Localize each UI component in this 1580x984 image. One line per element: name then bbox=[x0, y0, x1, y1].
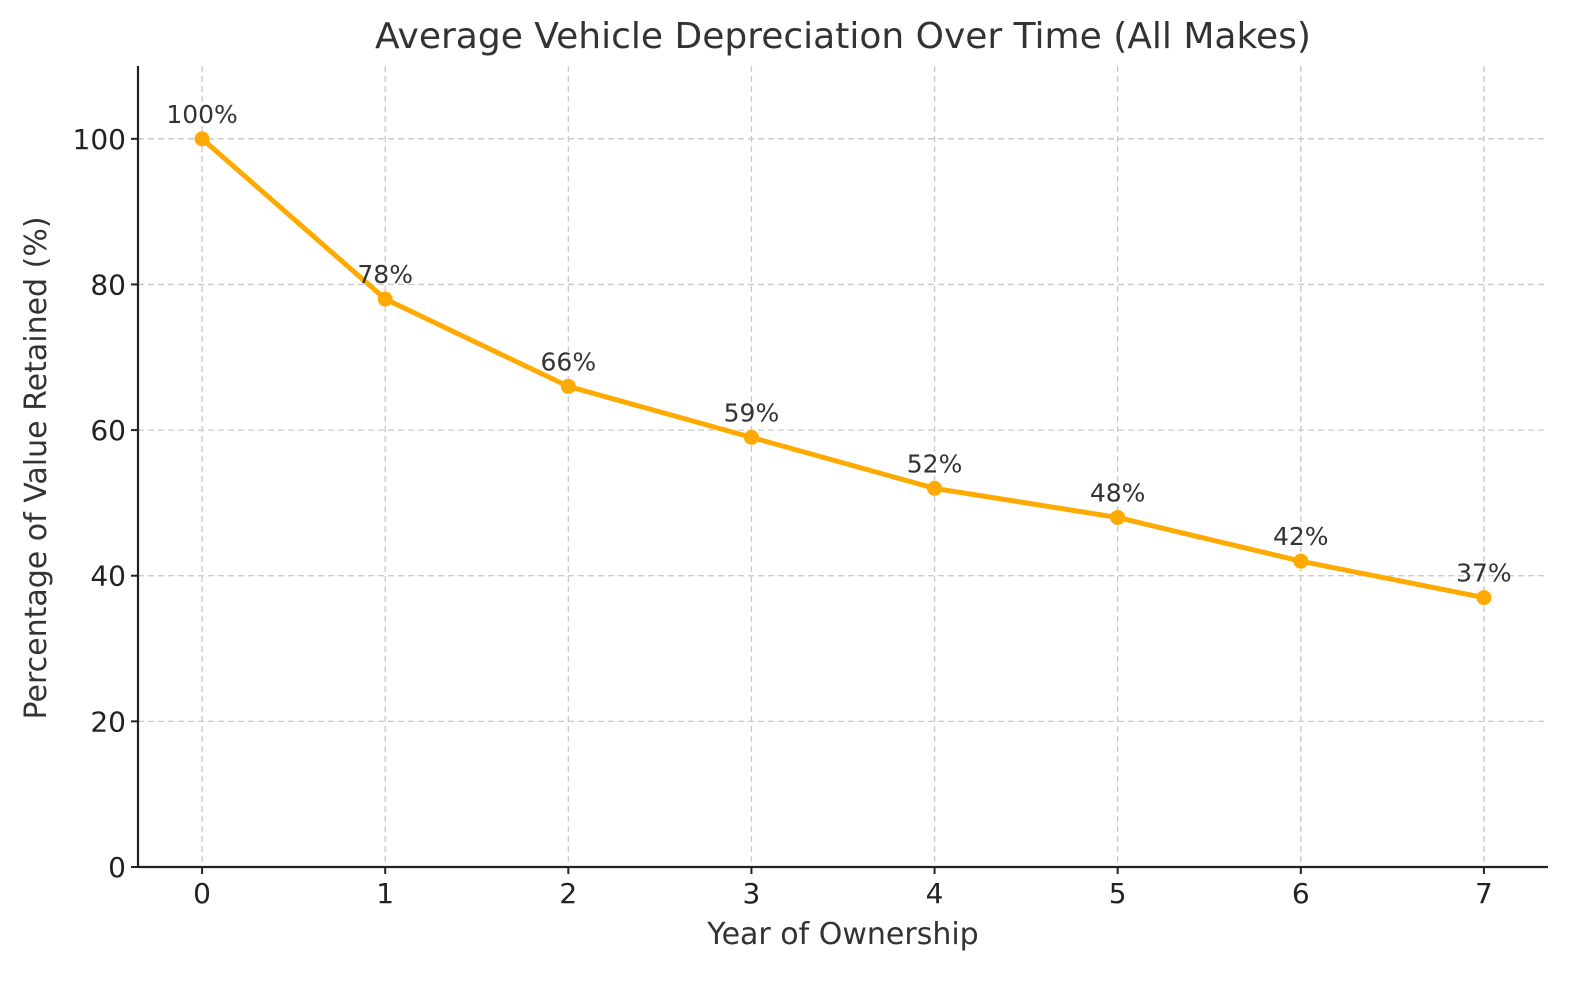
x-tick-label: 6 bbox=[1292, 877, 1310, 910]
y-tick-label: 20 bbox=[90, 705, 126, 738]
data-label: 42% bbox=[1273, 522, 1329, 551]
data-label: 37% bbox=[1456, 559, 1512, 588]
data-label: 100% bbox=[166, 100, 237, 129]
series-line bbox=[199, 136, 1487, 601]
data-point bbox=[194, 131, 210, 147]
y-tick-label: 40 bbox=[90, 560, 126, 593]
data-point bbox=[560, 378, 576, 394]
chart-title: Average Vehicle Depreciation Over Time (… bbox=[375, 16, 1311, 57]
data-label: 52% bbox=[907, 449, 963, 478]
x-tick-label: 4 bbox=[926, 877, 944, 910]
grid bbox=[138, 66, 1548, 867]
x-tick-label: 3 bbox=[743, 877, 761, 910]
data-point bbox=[927, 480, 943, 496]
x-axis-title: Year of Ownership bbox=[706, 917, 978, 952]
data-point bbox=[1476, 590, 1492, 606]
y-tick-label: 100 bbox=[73, 123, 126, 156]
data-point bbox=[377, 291, 393, 307]
data-labels: 100% 78% 66% 59% 52% 48% 42% 37% bbox=[166, 100, 1511, 588]
y-tick-label: 0 bbox=[108, 851, 126, 884]
x-tick-label: 5 bbox=[1109, 877, 1127, 910]
data-label: 48% bbox=[1090, 478, 1146, 507]
data-point bbox=[743, 429, 759, 445]
data-label: 59% bbox=[724, 398, 780, 427]
y-tick-label: 60 bbox=[90, 414, 126, 447]
data-point bbox=[1110, 509, 1126, 525]
data-point bbox=[1293, 553, 1309, 569]
y-tick-label: 80 bbox=[90, 268, 126, 301]
data-label: 78% bbox=[357, 260, 413, 289]
data-label: 66% bbox=[541, 347, 597, 376]
x-tick-label: 7 bbox=[1475, 877, 1493, 910]
x-tick-label: 2 bbox=[559, 877, 577, 910]
x-tick-label: 0 bbox=[193, 877, 211, 910]
series bbox=[194, 131, 1492, 606]
y-axis-title: Percentage of Value Retained (%) bbox=[19, 216, 54, 719]
axes: 0 1 2 3 4 5 6 7 0 20 40 60 80 100 bbox=[73, 66, 1548, 910]
x-tick-label: 1 bbox=[376, 877, 394, 910]
